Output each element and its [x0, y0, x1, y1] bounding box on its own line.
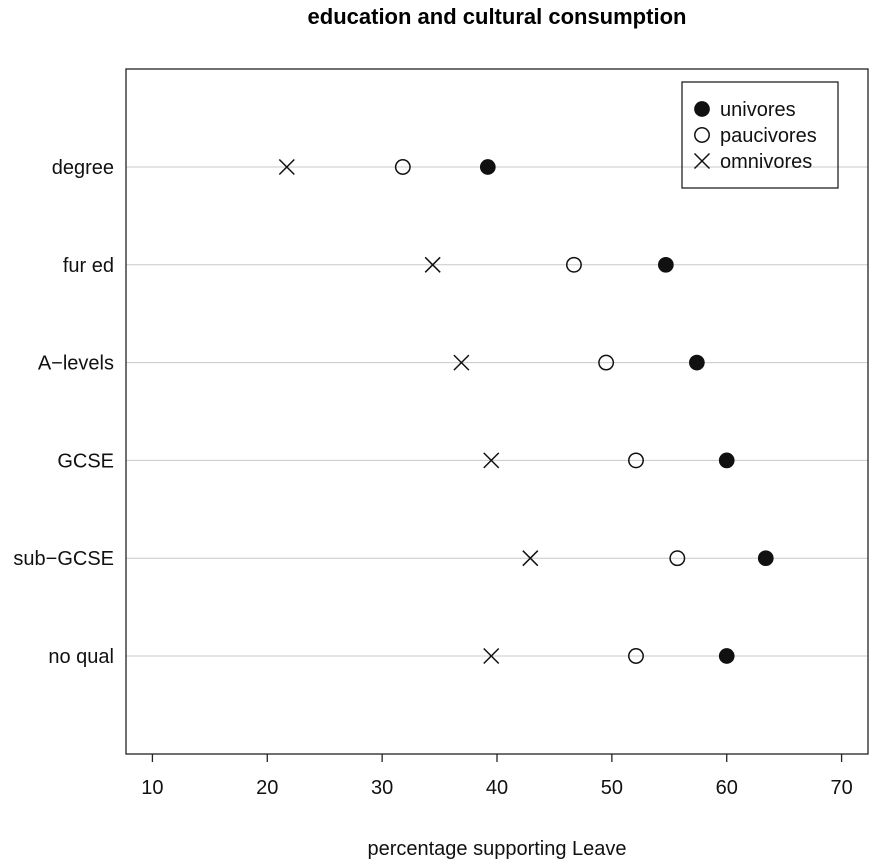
data-point-paucivores: [598, 354, 615, 371]
data-point-paucivores: [669, 550, 686, 567]
data-point-paucivores: [628, 648, 644, 664]
data-point-univores: [657, 256, 674, 273]
data-point-omnivores: [483, 647, 500, 665]
data-point-omnivores: [522, 550, 539, 567]
x-tick-label: 70: [830, 777, 852, 799]
legend: univores paucivores omnivores: [681, 81, 839, 189]
y-tick-label: fur ed: [63, 255, 114, 277]
y-tick-label: no qual: [48, 646, 114, 668]
x-tick-label: 10: [141, 777, 163, 799]
gridlines: [126, 166, 868, 657]
y-axis-labels: degree fur ed A−levels GCSE sub−GCSE no qual: [13, 157, 114, 668]
data-point-omnivores: [453, 354, 470, 371]
x-axis: 10 20 30 40 50 60 70: [141, 754, 853, 799]
data-point-univores: [479, 159, 496, 175]
legend-box: [681, 81, 839, 189]
data-point-omnivores: [483, 452, 500, 469]
legend-label: omnivores: [720, 151, 812, 173]
chart-title: education and cultural consumption: [308, 4, 687, 29]
data-point-paucivores: [394, 159, 411, 175]
y-tick-label: A−levels: [38, 353, 114, 375]
data-point-univores: [757, 550, 774, 567]
x-tick-label: 50: [601, 777, 623, 799]
x-axis-label: percentage supporting Leave: [367, 838, 626, 860]
data-point-univores: [689, 354, 705, 371]
x-tick-label: 40: [486, 777, 508, 799]
data-points: [278, 158, 774, 665]
legend-label: paucivores: [720, 125, 817, 147]
legend-label: univores: [720, 99, 796, 121]
x-tick-label: 30: [371, 777, 393, 799]
data-point-omnivores: [424, 256, 441, 273]
y-tick-label: degree: [52, 157, 114, 179]
legend-marker-univores: [694, 101, 710, 117]
data-point-paucivores: [628, 452, 644, 469]
x-tick-label: 20: [256, 777, 278, 799]
legend-marker-omnivores: [693, 152, 711, 170]
x-tick-label: 60: [716, 777, 738, 799]
data-point-omnivores: [278, 158, 295, 176]
data-point-univores: [718, 452, 735, 469]
y-tick-label: sub−GCSE: [13, 548, 114, 570]
data-point-paucivores: [566, 256, 582, 273]
y-tick-label: GCSE: [57, 450, 114, 472]
data-point-univores: [718, 648, 735, 664]
legend-marker-paucivores: [694, 127, 710, 143]
